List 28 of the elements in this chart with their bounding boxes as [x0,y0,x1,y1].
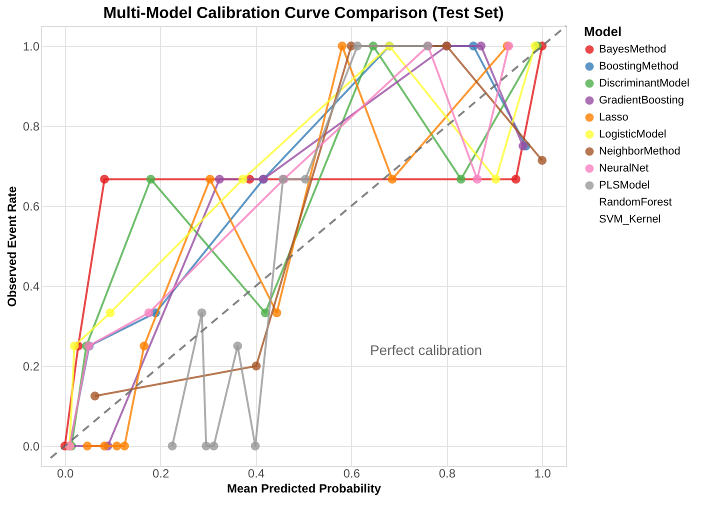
text: RandomForest [599,196,672,208]
legend-label: Lasso [599,112,628,124]
legend-label: BayesMethod [599,44,666,56]
legend-label: BoostingMethod [599,60,678,72]
y-tick-label: 0.8 [22,120,40,134]
legend-label: GradientBoosting [599,94,684,106]
x-tick-label: 0.4 [248,466,265,480]
legend-label: DiscriminantModel [599,78,690,90]
legend-title: Model [584,24,622,39]
chart-title: Multi-Model Calibration Curve Comparison (Test Set) [103,5,504,22]
legend-label: NeuralNet [599,162,649,174]
x-tick-label: 0.0 [57,466,74,480]
x-tick-label: 1.0 [534,466,552,480]
text: SVM_Kernel [599,214,661,226]
x-axis-title: Mean Predicted Probability [226,482,382,496]
annotation: Perfect calibration [370,342,482,358]
x-tick-label: 0.8 [438,466,456,480]
legend-label: NeighborMethod [599,146,680,158]
y-tick-label: 0.6 [22,200,40,214]
y-tick-label: 0.0 [22,440,40,454]
y-axis-title: Observed Event Rate [4,186,19,307]
legend-label: LogisticModel [599,128,666,140]
x-tick-label: 0.6 [343,466,360,480]
x-tick-label: 0.2 [152,466,170,480]
y-tick-label: 0.4 [22,280,40,294]
y-tick-label: 0.2 [22,360,40,374]
legend-label: PLSModel [599,180,650,192]
y-tick-label: 1.0 [22,40,40,54]
